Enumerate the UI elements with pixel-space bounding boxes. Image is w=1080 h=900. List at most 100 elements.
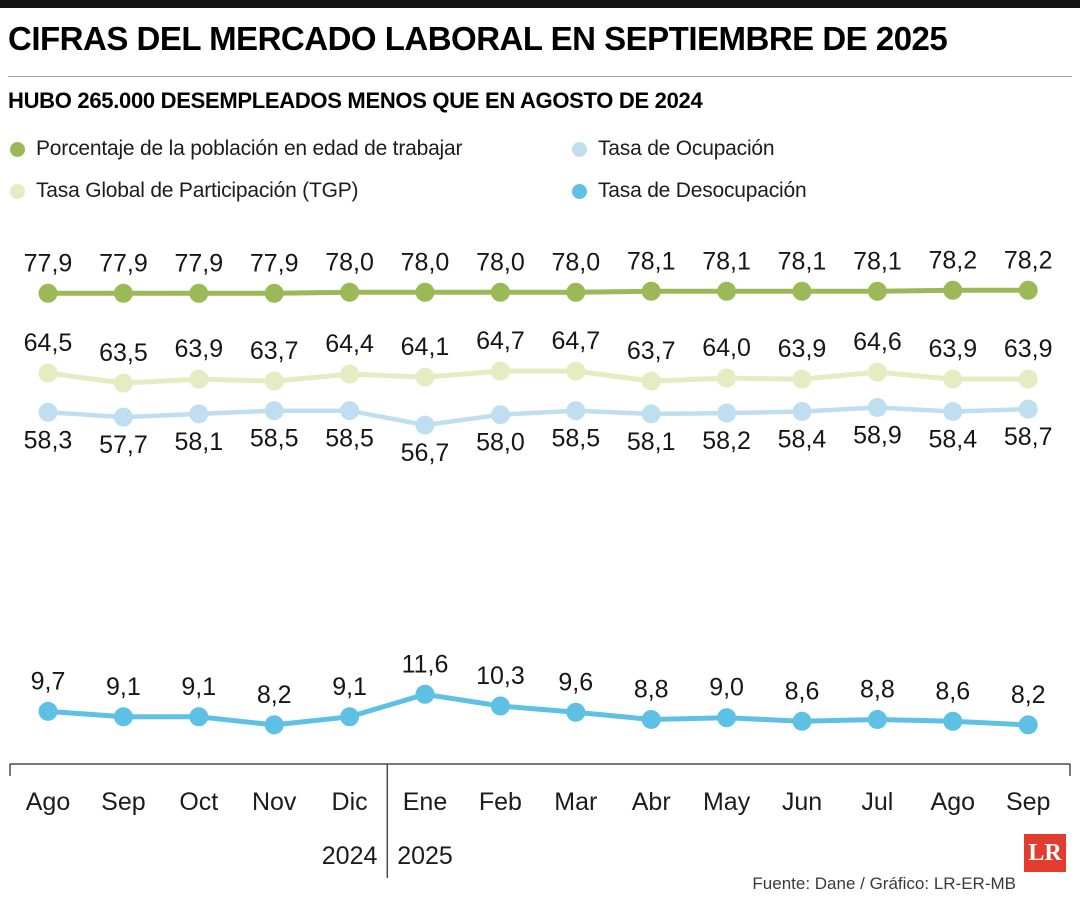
value-label: 9,0 xyxy=(709,674,744,702)
value-label: 9,7 xyxy=(31,667,66,695)
data-point xyxy=(340,364,360,384)
legend-label: Porcentaje de la población en edad de tr… xyxy=(36,137,463,160)
value-label: 64,4 xyxy=(325,330,374,358)
value-label: 77,9 xyxy=(174,249,223,277)
month-label: Ago xyxy=(931,788,975,816)
value-label: 58,5 xyxy=(250,425,299,453)
data-point xyxy=(415,415,435,435)
data-point xyxy=(566,401,586,421)
data-point xyxy=(867,362,887,382)
data-point xyxy=(490,405,510,425)
value-label: 78,0 xyxy=(401,248,450,276)
data-point xyxy=(113,707,133,727)
data-point xyxy=(264,371,284,391)
data-point xyxy=(867,398,887,417)
legend-item: Porcentaje de la población en edad de tr… xyxy=(10,137,572,161)
data-point xyxy=(189,283,209,303)
data-point xyxy=(189,369,209,389)
month-label: Sep xyxy=(1006,788,1050,816)
value-label: 58,4 xyxy=(778,426,827,454)
value-label: 64,6 xyxy=(853,328,902,356)
data-point xyxy=(38,283,58,303)
data-point xyxy=(264,283,284,303)
month-label: Oct xyxy=(179,788,218,816)
data-point xyxy=(566,361,586,381)
data-point xyxy=(566,702,586,722)
value-label: 58,5 xyxy=(551,425,600,453)
data-point xyxy=(1018,399,1038,419)
data-point xyxy=(415,367,435,387)
data-point xyxy=(943,711,963,731)
value-label: 78,0 xyxy=(476,248,525,276)
value-label: 77,9 xyxy=(24,249,73,277)
data-point xyxy=(189,404,209,424)
series-line xyxy=(45,368,1031,386)
data-point xyxy=(792,281,812,301)
value-label: 63,5 xyxy=(99,339,148,367)
value-label: 63,9 xyxy=(928,335,977,363)
value-label: 77,9 xyxy=(250,249,299,277)
month-label: Ene xyxy=(403,788,447,816)
value-label: 64,7 xyxy=(551,327,600,355)
data-point xyxy=(566,282,586,302)
data-point xyxy=(1018,280,1038,300)
value-label: 78,1 xyxy=(853,247,902,275)
value-label: 78,2 xyxy=(1004,246,1053,274)
value-label: 8,6 xyxy=(785,677,820,705)
data-point xyxy=(717,368,737,388)
data-point xyxy=(415,684,435,704)
value-label: 64,5 xyxy=(24,329,73,357)
data-point xyxy=(717,403,737,423)
data-point xyxy=(717,281,737,301)
year-label: 2025 xyxy=(397,842,453,870)
data-point xyxy=(38,701,58,721)
data-point xyxy=(38,363,58,383)
data-point xyxy=(943,280,963,300)
value-label: 57,7 xyxy=(99,431,148,459)
data-point xyxy=(1018,715,1038,735)
value-label: 63,9 xyxy=(1004,335,1053,363)
data-point xyxy=(792,711,812,731)
month-label: Jul xyxy=(861,788,893,816)
data-point xyxy=(189,707,209,727)
labor-market-line-chart: Ago Sep Oct Nov Dic Ene Feb Mar Abr May Jun Jul Ago S… xyxy=(9,246,1071,878)
value-label: 78,0 xyxy=(325,248,374,276)
data-point xyxy=(113,373,133,393)
value-label: 78,1 xyxy=(778,247,827,275)
month-label: Dic xyxy=(332,788,368,816)
data-point xyxy=(415,282,435,302)
value-label: 58,5 xyxy=(325,425,374,453)
legend-item: Tasa de Desocupación xyxy=(572,179,807,203)
value-label: 58,0 xyxy=(476,429,525,457)
value-label: 63,9 xyxy=(778,335,827,363)
data-point xyxy=(340,401,360,421)
value-label: 58,2 xyxy=(702,427,751,455)
legend-dot-icon xyxy=(572,141,587,157)
data-point xyxy=(340,707,360,727)
title-divider xyxy=(8,76,1072,77)
data-point xyxy=(264,401,284,421)
legend-dot-icon xyxy=(10,141,25,157)
value-label: 8,2 xyxy=(257,681,292,709)
legend-dot-icon xyxy=(10,183,25,199)
value-label: 64,0 xyxy=(702,334,751,362)
series-line xyxy=(45,287,1031,296)
data-point xyxy=(641,281,661,301)
value-label: 8,8 xyxy=(634,676,669,704)
chart-legend: Porcentaje de la población en edad de tr… xyxy=(10,128,807,212)
month-label: Feb xyxy=(479,788,522,816)
month-label: Sep xyxy=(101,788,145,816)
value-label: 58,9 xyxy=(853,422,902,450)
month-label: Nov xyxy=(252,788,297,816)
value-label: 8,6 xyxy=(935,677,970,705)
lr-logo: LR xyxy=(1024,834,1066,872)
data-point xyxy=(1018,369,1038,389)
value-label: 63,9 xyxy=(174,335,223,363)
month-label: May xyxy=(703,788,751,816)
value-label: 63,7 xyxy=(250,337,299,365)
data-point xyxy=(264,715,284,735)
value-label: 58,3 xyxy=(24,426,73,454)
data-point xyxy=(717,708,737,728)
top-black-bar xyxy=(0,0,1080,8)
value-label: 63,7 xyxy=(627,337,676,365)
